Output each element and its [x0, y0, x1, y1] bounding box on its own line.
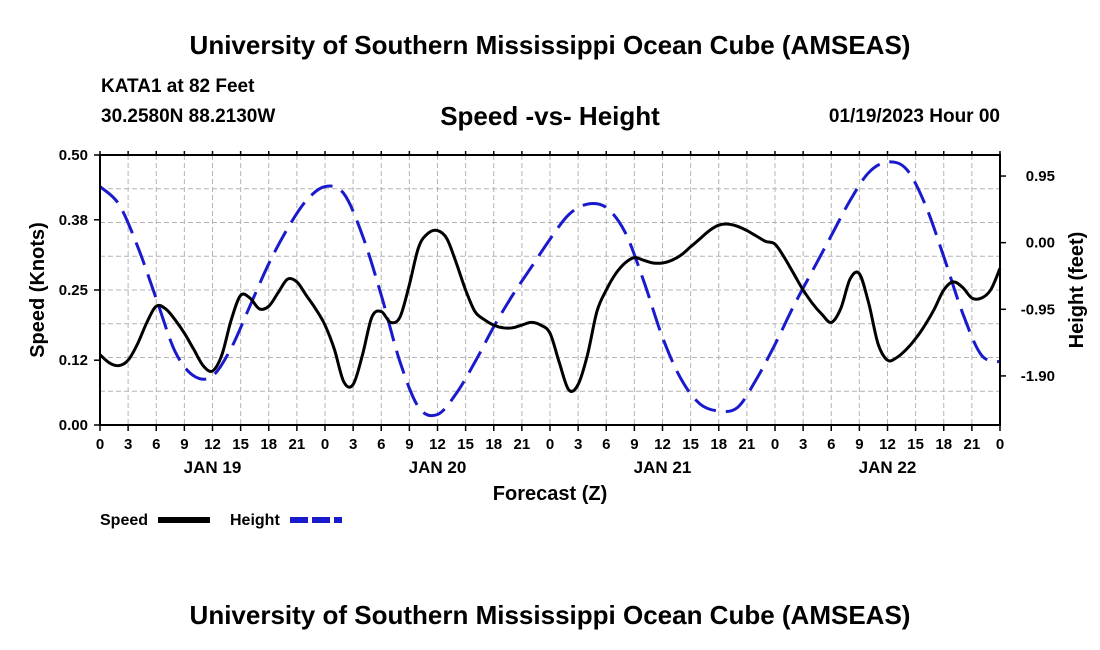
x-tick-label: 6	[152, 436, 160, 453]
x-tick-label: 3	[799, 436, 807, 453]
legend-label-speed: Speed	[100, 512, 148, 529]
station-coords: 30.2580N 88.2130W	[101, 106, 276, 127]
x-tick-label: 21	[289, 436, 306, 453]
x-tick-label: 0	[996, 436, 1004, 453]
legend: Speed Height	[100, 512, 342, 529]
day-label: JAN 21	[634, 458, 692, 477]
x-tick-label: 0	[771, 436, 779, 453]
x-tick-label: 21	[514, 436, 531, 453]
x-tick-label: 15	[682, 436, 699, 453]
x-tick-label: 21	[964, 436, 981, 453]
x-tick-label: 0	[321, 436, 329, 453]
y-tick-label: 0.12	[59, 352, 88, 369]
chart-title-top: University of Southern Mississippi Ocean…	[189, 30, 911, 60]
x-tick-label: 15	[457, 436, 474, 453]
series-line-height	[98, 160, 1001, 418]
x-tick-label: 6	[377, 436, 385, 453]
x-tick-label: 0	[96, 436, 104, 453]
x-tick-label: 9	[855, 436, 863, 453]
y2-tick-label: 0.95	[1026, 168, 1055, 185]
series-layer	[98, 160, 1002, 418]
x-tick-label: 12	[204, 436, 221, 453]
x-tick-label: 3	[574, 436, 582, 453]
x-tick-label: 9	[180, 436, 188, 453]
x-axis-label: Forecast (Z)	[493, 483, 607, 505]
chart-subtitle: Speed -vs- Height	[440, 101, 660, 131]
legend-label-height: Height	[230, 512, 280, 529]
y2-tick-label: -1.90	[1021, 368, 1055, 385]
y-tick-label: 0.00	[59, 417, 88, 434]
station-label: KATA1 at 82 Feet	[101, 76, 255, 97]
day-label: JAN 19	[184, 458, 242, 477]
x-tick-label: 9	[630, 436, 638, 453]
x-tick-label: 21	[739, 436, 756, 453]
x-tick-label: 18	[710, 436, 727, 453]
y-tick-label: 0.50	[59, 147, 88, 164]
y2-axis-label: Height (feet)	[1066, 232, 1088, 349]
day-label: JAN 22	[859, 458, 917, 477]
y2-tick-label: 0.00	[1026, 235, 1055, 252]
x-tick-label: 12	[654, 436, 671, 453]
x-tick-label: 0	[546, 436, 554, 453]
y-tick-label: 0.25	[59, 282, 88, 299]
chart-title-bottom: University of Southern Mississippi Ocean…	[189, 600, 911, 630]
x-tick-label: 18	[935, 436, 952, 453]
y-tick-label: 0.38	[59, 212, 88, 229]
x-tick-label: 9	[405, 436, 413, 453]
y-axis-label: Speed (Knots)	[27, 222, 49, 358]
y2-tick-label: -0.95	[1021, 301, 1055, 318]
day-label: JAN 20	[409, 458, 467, 477]
series-line-speed	[99, 222, 1002, 393]
x-tick-label: 15	[907, 436, 924, 453]
x-tick-label: 12	[429, 436, 446, 453]
x-tick-label: 3	[124, 436, 132, 453]
axis-layer: 0 3 6 9 12 15 18 21 0 3 6 9 12 15 18 21 0 3 6 9 12 15 18 21 0 3 6 9…	[59, 147, 1055, 477]
x-tick-label: 18	[260, 436, 277, 453]
x-tick-label: 3	[349, 436, 357, 453]
x-tick-label: 6	[827, 436, 835, 453]
x-tick-label: 6	[602, 436, 610, 453]
x-tick-label: 12	[879, 436, 896, 453]
x-tick-label: 15	[232, 436, 249, 453]
x-tick-label: 18	[485, 436, 502, 453]
forecast-date: 01/19/2023 Hour 00	[828, 106, 1000, 127]
grid-layer	[100, 155, 1000, 425]
